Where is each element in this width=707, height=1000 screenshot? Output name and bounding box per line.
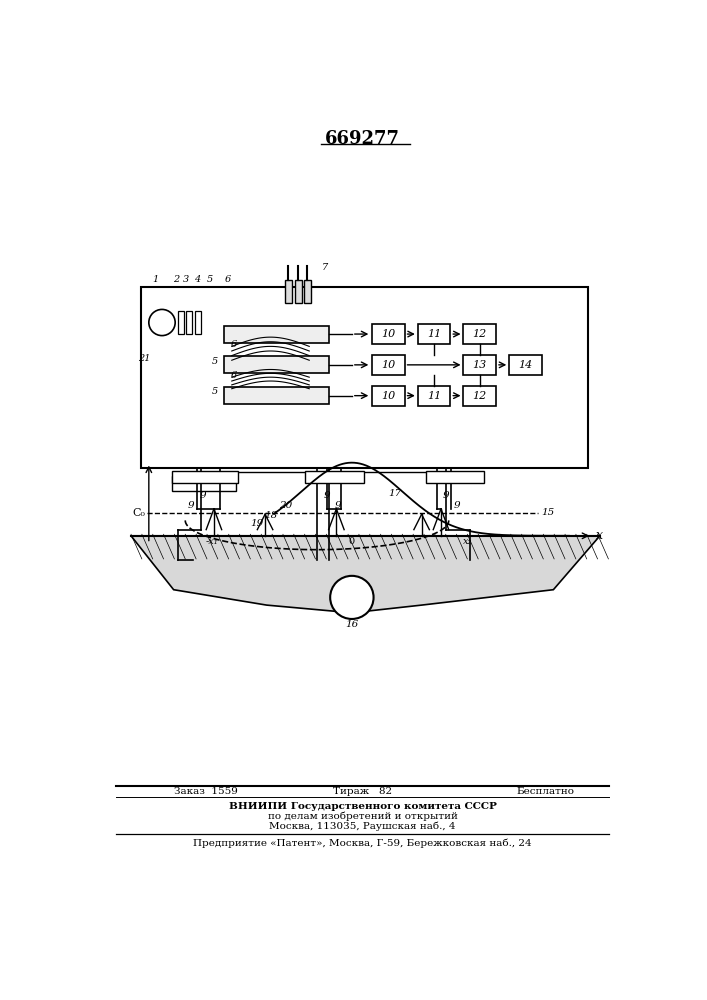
Bar (224, 356, 329, 373)
Text: 2: 2 (173, 275, 179, 284)
Bar (372, 324, 404, 344)
Text: 5: 5 (211, 387, 218, 396)
Bar (285, 280, 292, 303)
Bar (177, 311, 184, 334)
Bar (464, 324, 496, 344)
Text: 15: 15 (542, 508, 554, 517)
Bar (372, 386, 404, 406)
Text: 9: 9 (334, 500, 341, 510)
Text: 10: 10 (381, 329, 395, 339)
Text: 4: 4 (194, 275, 200, 284)
Bar (304, 280, 311, 303)
Circle shape (330, 576, 373, 619)
Text: 19: 19 (251, 519, 264, 528)
Text: 9: 9 (188, 500, 194, 510)
Bar (509, 355, 542, 375)
Text: -x₁: -x₁ (206, 537, 218, 546)
Text: 12: 12 (472, 391, 487, 401)
Bar (172, 471, 238, 483)
Text: 7: 7 (322, 263, 328, 272)
Bar (224, 387, 329, 404)
Text: Бесплатно: Бесплатно (517, 787, 575, 796)
Text: 3: 3 (183, 275, 189, 284)
Text: 14: 14 (518, 360, 532, 370)
Bar (426, 471, 484, 483)
Bar (305, 471, 363, 483)
Text: 11: 11 (427, 329, 441, 339)
Text: 11: 11 (427, 391, 441, 401)
Text: 5: 5 (211, 357, 218, 366)
Bar (295, 280, 301, 303)
Text: 5: 5 (207, 275, 214, 284)
Bar (194, 311, 201, 334)
Text: 6: 6 (231, 371, 238, 380)
Text: 0: 0 (349, 537, 355, 546)
Bar (141, 287, 588, 468)
Text: Предприятие «Патент», Москва, Г-59, Бережковская наб., 24: Предприятие «Патент», Москва, Г-59, Бере… (194, 838, 532, 848)
Text: 13: 13 (472, 360, 487, 370)
Bar (224, 326, 329, 343)
Bar (172, 476, 235, 491)
Text: 10: 10 (381, 391, 395, 401)
Text: 9: 9 (443, 491, 450, 500)
Bar (186, 311, 192, 334)
Text: 18: 18 (264, 511, 277, 520)
Text: 12: 12 (472, 329, 487, 339)
Text: 20: 20 (279, 500, 293, 510)
Text: ВНИИПИ Государственного комитета СССР: ВНИИПИ Государственного комитета СССР (229, 802, 496, 811)
Text: x: x (597, 529, 603, 542)
Text: Заказ  1559: Заказ 1559 (174, 787, 238, 796)
Text: 9: 9 (453, 500, 460, 510)
Text: 1: 1 (153, 275, 159, 284)
Bar (464, 386, 496, 406)
Text: 21: 21 (138, 354, 151, 363)
Polygon shape (131, 536, 600, 613)
Text: 16: 16 (345, 620, 358, 629)
Text: по делам изобретений и открытий: по делам изобретений и открытий (268, 811, 457, 821)
Bar (464, 355, 496, 375)
Text: 6: 6 (225, 275, 231, 284)
Circle shape (149, 309, 175, 336)
Text: 669277: 669277 (325, 130, 400, 148)
Text: Тираж   82: Тираж 82 (333, 787, 392, 796)
Text: 6: 6 (231, 340, 238, 349)
Text: x₂: x₂ (463, 537, 473, 546)
Bar (418, 324, 450, 344)
Text: 17: 17 (388, 489, 401, 498)
Bar (418, 386, 450, 406)
Text: C₀: C₀ (132, 508, 145, 518)
Text: 9: 9 (324, 491, 330, 500)
Text: Москва, 113035, Раушская наб., 4: Москва, 113035, Раушская наб., 4 (269, 821, 456, 831)
Bar (372, 355, 404, 375)
Text: 9: 9 (200, 491, 206, 500)
Text: 10: 10 (381, 360, 395, 370)
